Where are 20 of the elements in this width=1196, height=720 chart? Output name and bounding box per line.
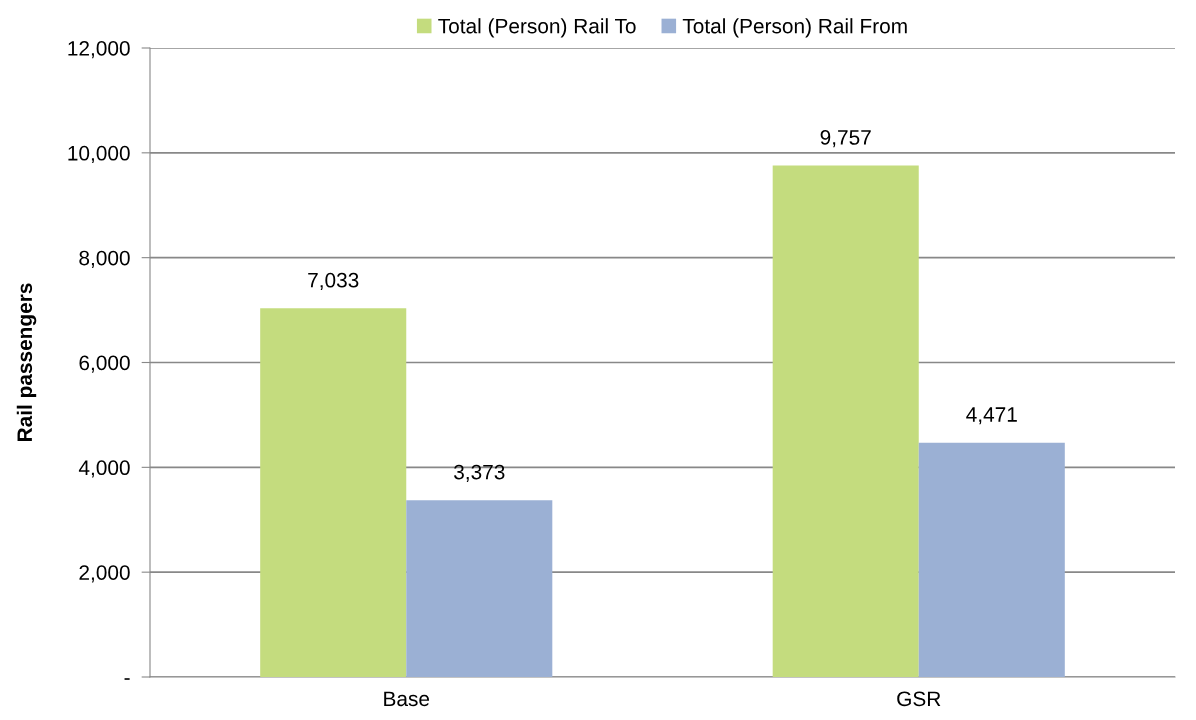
y-tick-label: 2,000	[79, 565, 130, 583]
data-label: 3,373	[454, 464, 505, 482]
y-tick-label: 4,000	[78, 460, 130, 478]
bar	[918, 442, 1065, 677]
y-tick-label: 10,000	[68, 145, 130, 164]
bar	[772, 165, 919, 677]
data-label: 4,471	[966, 407, 1017, 425]
x-tick-label: GSR	[897, 691, 941, 707]
bar	[406, 500, 553, 677]
legend-label: Total (Person) Rail From	[682, 18, 907, 38]
legend-label: Total (Person) Rail To	[438, 18, 636, 38]
y-tick-label: -	[124, 678, 130, 680]
bar	[260, 308, 407, 677]
y-tick-label: 6,000	[79, 355, 130, 373]
data-label: 9,757	[820, 130, 871, 148]
y-tick-label: 12,000	[68, 41, 130, 59]
data-label: 7,033	[308, 272, 359, 291]
y-tick-label: 8,000	[79, 250, 130, 268]
y-axis-title: Rail passengers	[16, 283, 37, 441]
x-tick-label: Base	[384, 691, 430, 707]
